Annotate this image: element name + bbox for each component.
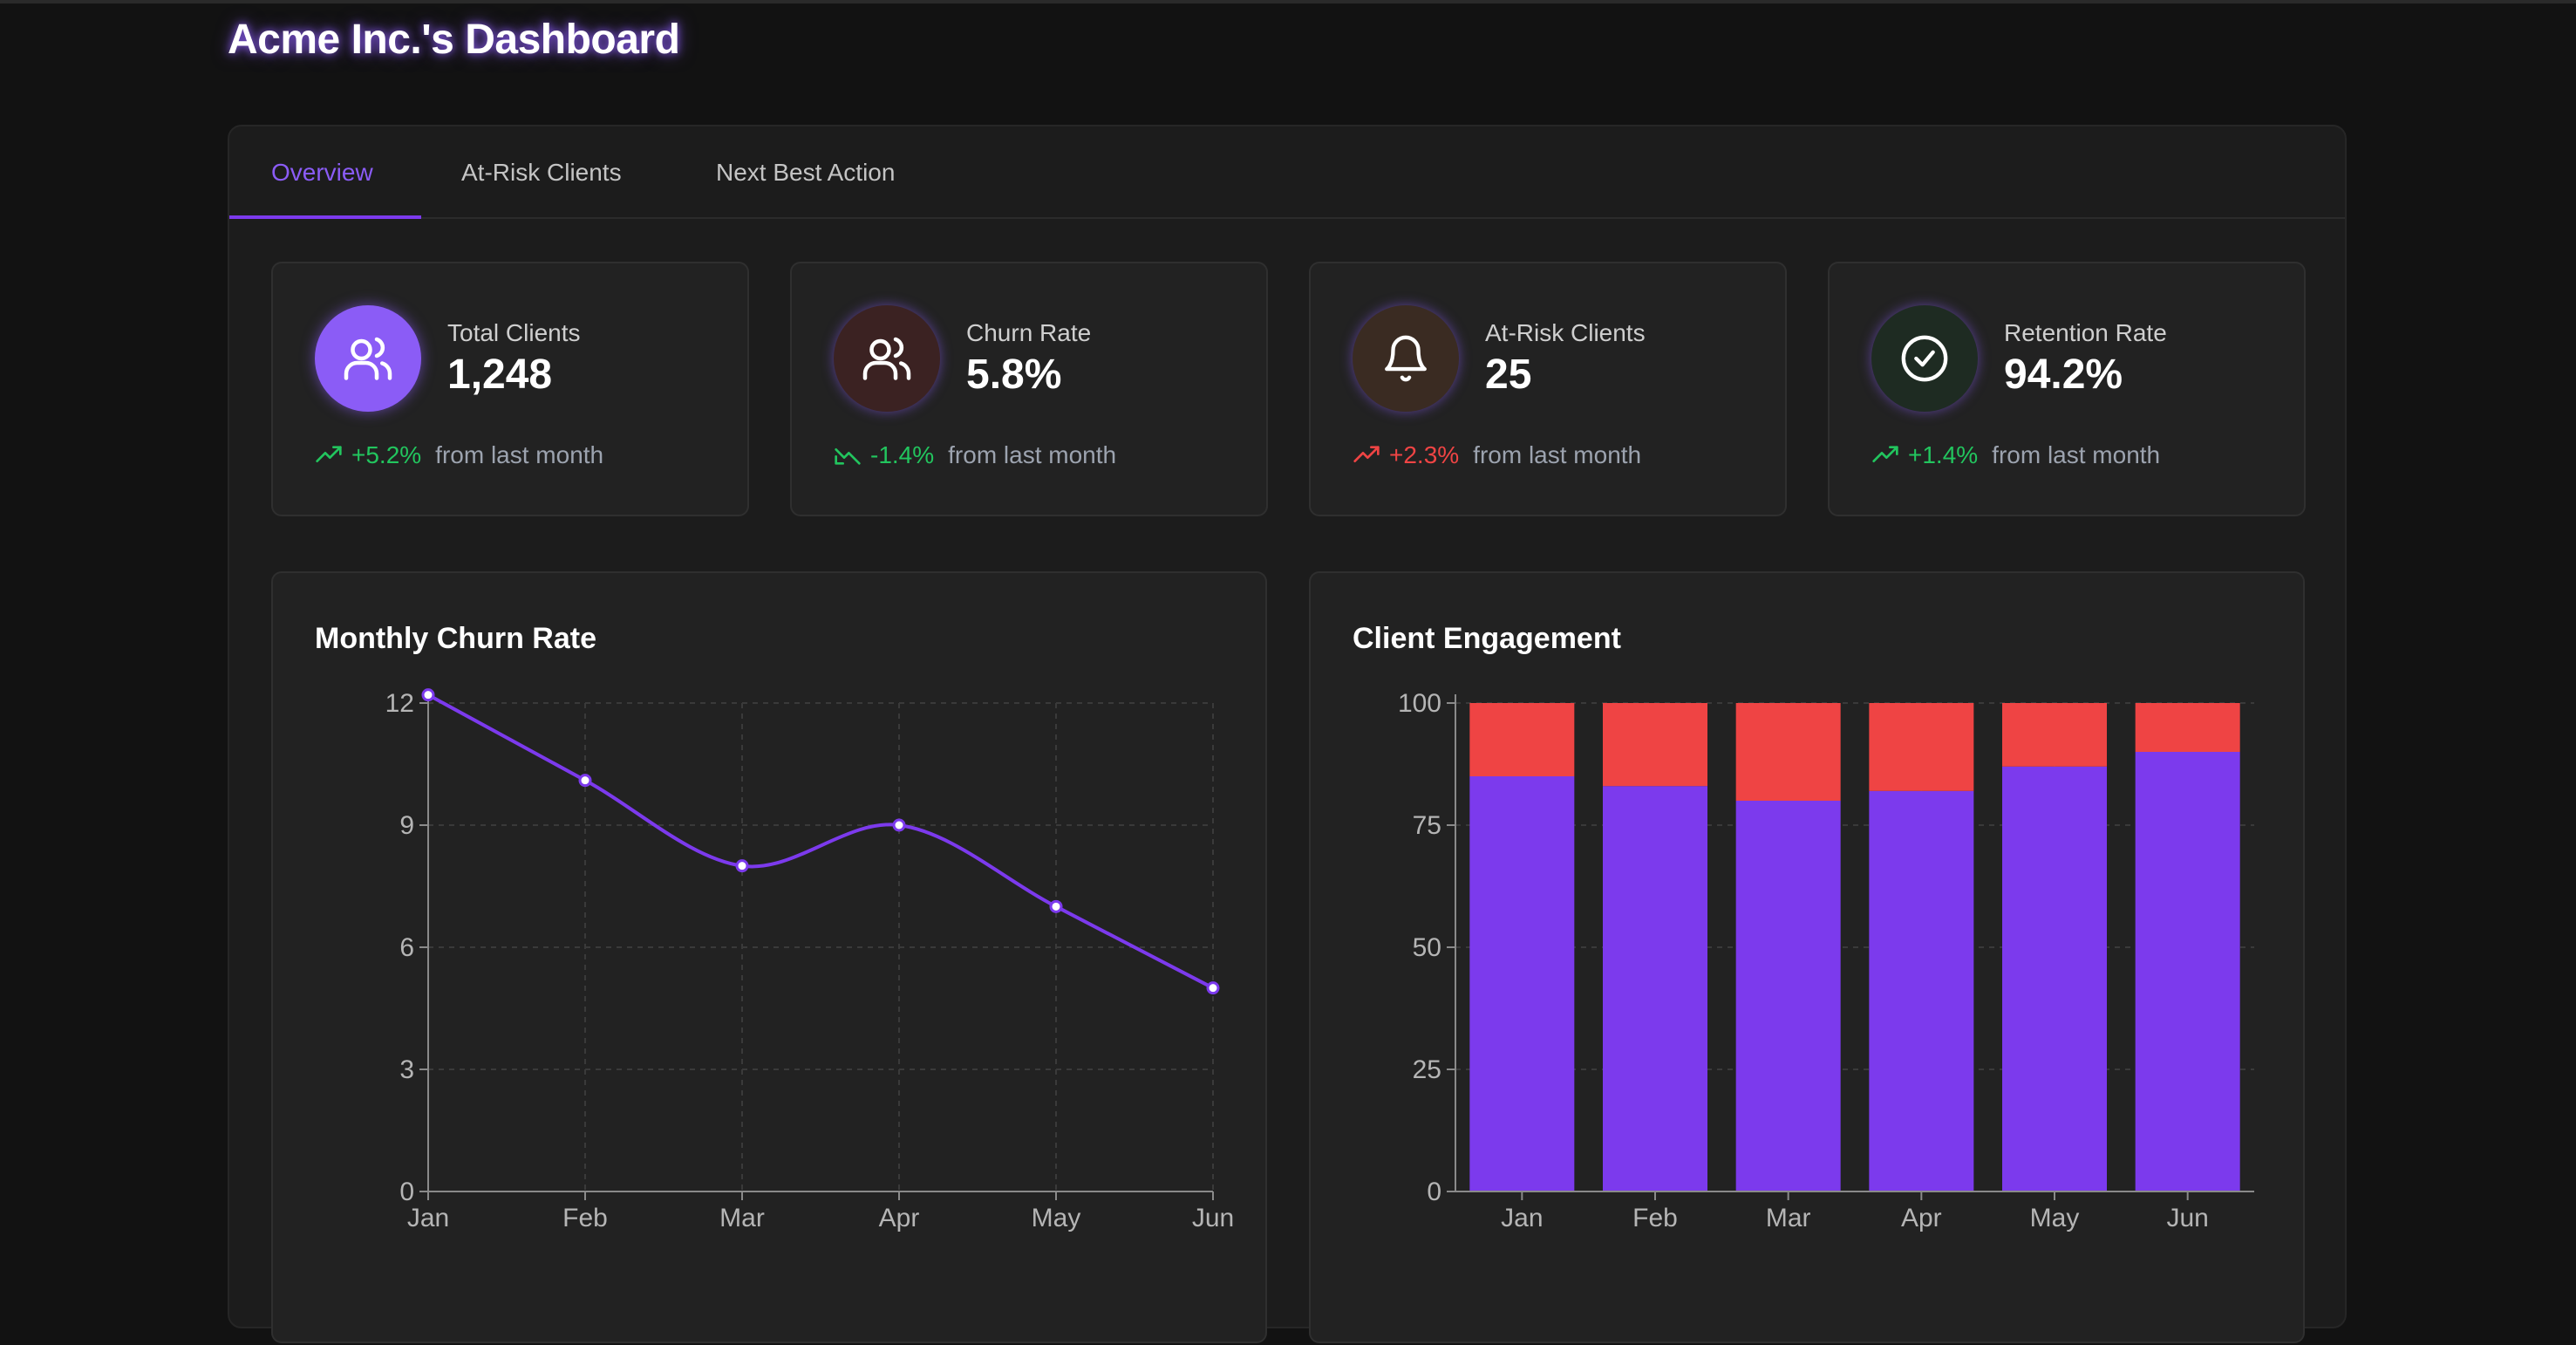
stat-change-value: -1.4%	[870, 441, 935, 468]
stat-card-total-clients: Total Clients 1,248 +5.2% from last mont…	[271, 262, 749, 516]
tab-next-best-action[interactable]: Next Best Action	[716, 159, 896, 186]
users-icon	[834, 305, 940, 412]
window-top-edge	[0, 0, 2576, 3]
chart-card-monthly-churn-rate: Monthly Churn Rate 0 3 6 9 12 Jan Feb Mar Apr May…	[271, 571, 1267, 1343]
trend-up-icon	[1872, 446, 1898, 462]
y-tick-label: 0	[1427, 1178, 1441, 1206]
data-point[interactable]	[1206, 981, 1220, 995]
tab-overview[interactable]: Overview	[271, 159, 373, 186]
bar-segment-disengaged[interactable]	[2135, 703, 2240, 752]
users-icon	[315, 305, 421, 412]
trend-up-icon	[1353, 446, 1380, 462]
x-tick-label: Jun	[2166, 1204, 2208, 1232]
stat-change-value: +2.3%	[1389, 441, 1460, 468]
active-tab-indicator	[229, 215, 421, 219]
data-point[interactable]	[578, 774, 592, 788]
y-tick-label: 12	[385, 689, 414, 718]
data-point[interactable]	[421, 688, 435, 702]
y-tick-label: 9	[399, 811, 414, 840]
stat-change-caption: from last month	[1473, 441, 1642, 468]
stat-change-caption: from last month	[435, 441, 604, 468]
trend-down-icon	[835, 448, 861, 465]
tab-bar: Overview At-Risk Clients Next Best Actio…	[229, 126, 2345, 219]
chart-title: Client Engagement	[1353, 622, 1621, 655]
bar-segment-disengaged[interactable]	[1869, 703, 1974, 791]
bar-segment-engaged[interactable]	[2002, 766, 2107, 1191]
stat-change-caption: from last month	[948, 441, 1117, 468]
stat-label: Retention Rate	[2004, 319, 2167, 346]
stat-card-churn-rate: Churn Rate 5.8% -1.4% from last month	[790, 262, 1268, 516]
y-tick-label: 75	[1413, 811, 1441, 840]
x-tick-label: Feb	[562, 1204, 608, 1232]
stat-change: -1.4% from last month	[834, 441, 1116, 469]
x-tick-label: Jan	[407, 1204, 449, 1232]
bar-segment-disengaged[interactable]	[1603, 703, 1707, 787]
chart-card-client-engagement: Client Engagement 0 25 50 75 100 Jan Feb Mar Apr…	[1309, 571, 2305, 1343]
y-tick-label: 100	[1398, 689, 1441, 718]
bell-icon	[1353, 305, 1459, 412]
tab-at-risk-clients[interactable]: At-Risk Clients	[461, 159, 622, 186]
stat-value: 5.8%	[966, 352, 1062, 398]
bar-segment-engaged[interactable]	[1869, 790, 1974, 1191]
x-tick-label: Apr	[1901, 1204, 1942, 1232]
stat-label: At-Risk Clients	[1485, 319, 1646, 346]
x-tick-label: Feb	[1632, 1204, 1678, 1232]
data-point[interactable]	[735, 859, 749, 873]
x-tick-label: Mar	[1766, 1204, 1811, 1232]
stat-label: Total Clients	[447, 319, 581, 346]
check-circle-icon	[1871, 305, 1978, 412]
y-tick-label: 6	[399, 933, 414, 962]
stat-card-retention-rate: Retention Rate 94.2% +1.4% from last mon…	[1828, 262, 2306, 516]
data-point[interactable]	[1049, 899, 1063, 913]
stat-value: 25	[1485, 352, 1532, 398]
stat-change-value: +1.4%	[1908, 441, 1979, 468]
stat-value: 94.2%	[2004, 352, 2123, 398]
stat-change-value: +5.2%	[351, 441, 422, 468]
trend-up-icon	[316, 446, 342, 462]
bar-segment-disengaged[interactable]	[2002, 703, 2107, 767]
stat-change: +1.4% from last month	[1871, 441, 2160, 469]
y-tick-label: 25	[1413, 1055, 1441, 1084]
bar-segment-engaged[interactable]	[1603, 786, 1707, 1191]
bar-segment-disengaged[interactable]	[1469, 703, 1575, 776]
line-chart: 0 3 6 9 12 Jan Feb Mar Apr May Jun	[385, 688, 1234, 1232]
stat-card-at-risk-clients: At-Risk Clients 25 +2.3% from last month	[1309, 262, 1787, 516]
page-title: Acme Inc.'s Dashboard	[228, 17, 680, 63]
y-tick-label: 0	[399, 1178, 414, 1206]
data-point[interactable]	[892, 818, 906, 832]
x-tick-label: Apr	[879, 1204, 920, 1232]
y-tick-label: 3	[399, 1055, 414, 1084]
bar-segment-engaged[interactable]	[2135, 752, 2240, 1191]
bar-segment-disengaged[interactable]	[1735, 703, 1841, 801]
stat-change-caption: from last month	[1992, 441, 2161, 468]
x-tick-label: Jan	[1501, 1204, 1543, 1232]
stat-label: Churn Rate	[966, 319, 1092, 346]
x-tick-label: Mar	[719, 1204, 765, 1232]
stat-change: +5.2% from last month	[315, 441, 603, 469]
chart-title: Monthly Churn Rate	[315, 622, 596, 655]
stat-change: +2.3% from last month	[1353, 441, 1641, 469]
dashboard-panel: Overview At-Risk Clients Next Best Actio…	[228, 125, 2347, 1343]
y-tick-label: 50	[1413, 933, 1441, 962]
x-tick-label: Jun	[1192, 1204, 1234, 1232]
x-tick-label: May	[2030, 1204, 2080, 1232]
churn-rate-line	[427, 693, 1214, 990]
bar-chart: 0 25 50 75 100 Jan Feb Mar Apr May Jun	[1398, 689, 2254, 1232]
bar-segment-engaged[interactable]	[1469, 776, 1575, 1191]
bar-segment-engaged[interactable]	[1735, 801, 1841, 1191]
stat-value: 1,248	[447, 352, 553, 398]
x-tick-label: May	[1032, 1204, 1081, 1232]
